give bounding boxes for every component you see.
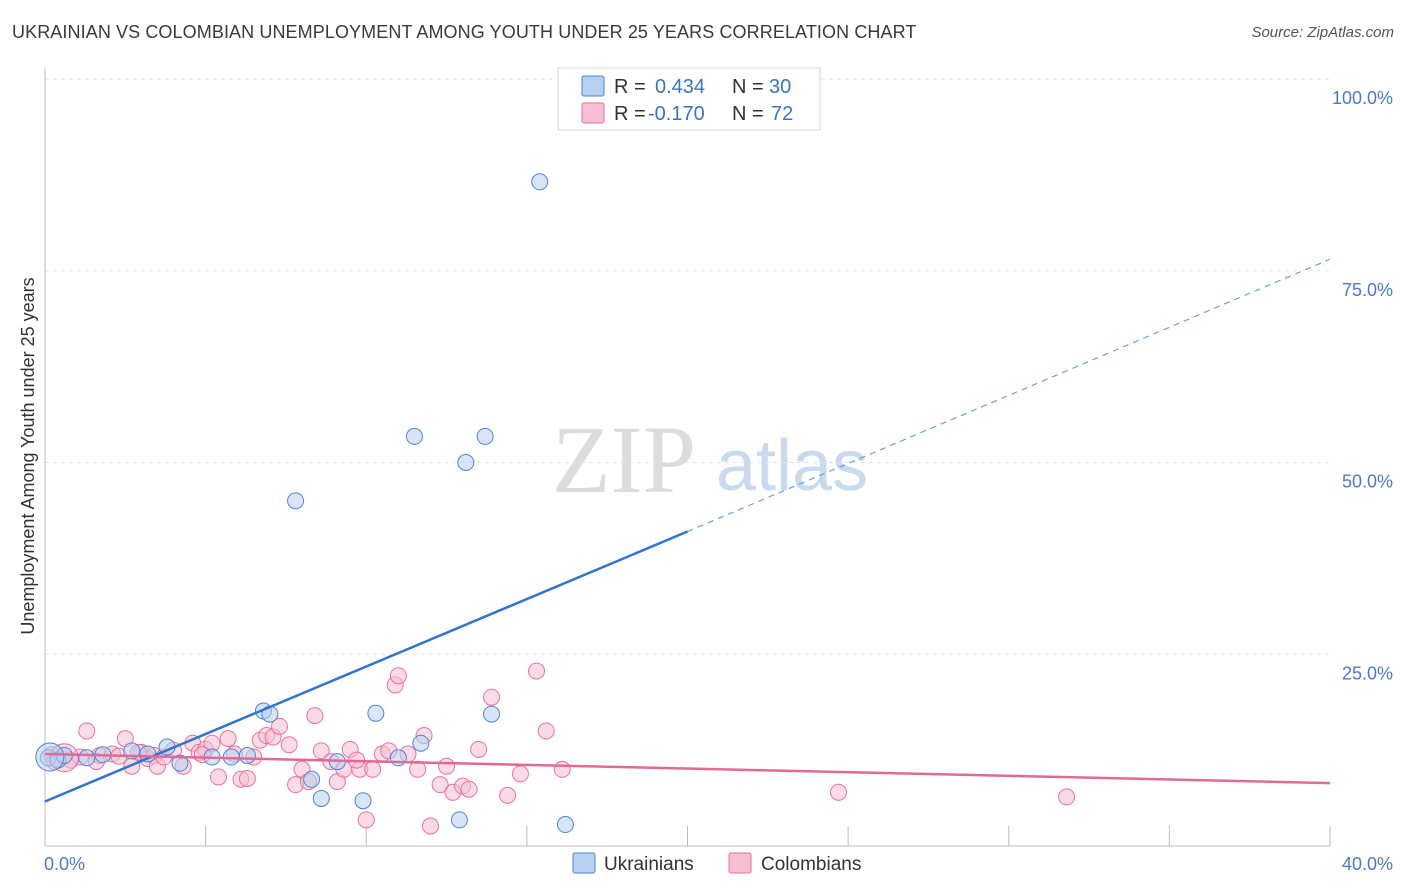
point-ukrainians-27 — [531, 173, 549, 191]
point-ukrainians-24 — [457, 454, 475, 471]
point-ukrainians-21 — [405, 427, 423, 445]
gridlines — [45, 78, 1330, 655]
bottom-legend-label-colombians: Colombians — [761, 854, 861, 875]
point-colombians-62 — [528, 662, 546, 680]
point-ukrainians-15 — [303, 770, 321, 788]
legend-r-value-ukrainians: 0.434 — [655, 76, 705, 98]
legend-n-value-ukrainians: 30 — [769, 76, 791, 98]
trend-line-colombians — [44, 752, 1331, 785]
legend-swatch-colombians — [581, 102, 605, 124]
bottom-legend: Ukrainians Colombians — [572, 852, 861, 875]
legend-n-label-ukrainians: N = — [732, 76, 764, 98]
point-colombians-64 — [553, 760, 571, 778]
point-colombians-60 — [499, 786, 517, 804]
point-colombians-59 — [483, 688, 501, 706]
point-colombians-5 — [78, 722, 96, 740]
y-tick-label-1: 50.0% — [1342, 472, 1393, 492]
point-colombians-43 — [357, 811, 375, 829]
y-tick-label-2: 75.0% — [1342, 280, 1393, 300]
series-colombians — [42, 662, 1076, 835]
y-axis-title: Unemployment Among Youth under 25 years — [18, 277, 38, 634]
point-ukrainians-26 — [483, 705, 501, 723]
bottom-legend-label-ukrainians: Ukrainians — [604, 854, 694, 875]
point-ukrainians-11 — [238, 746, 256, 764]
legend-r-label-colombians: R = — [614, 103, 646, 125]
point-ukrainians-18 — [354, 792, 372, 810]
point-colombians-63 — [537, 722, 555, 740]
point-colombians-58 — [470, 740, 488, 758]
point-ukrainians-23 — [450, 811, 468, 829]
series-ukrainians — [35, 173, 574, 834]
legend-r-label-ukrainians: R = — [614, 76, 646, 98]
chart-source: Source: ZipAtlas.com — [1251, 24, 1394, 41]
point-ukrainians-25 — [476, 427, 494, 445]
point-colombians-61 — [511, 765, 529, 783]
point-colombians-48 — [389, 667, 407, 685]
bottom-legend-swatch-ukrainians — [572, 852, 596, 874]
point-colombians-66 — [1058, 788, 1076, 806]
point-ukrainians-19 — [367, 704, 385, 722]
point-ukrainians-14 — [287, 492, 305, 510]
watermark-zip: ZIP — [552, 406, 696, 513]
chart-title: UKRAINIAN VS COLOMBIAN UNEMPLOYMENT AMON… — [12, 22, 917, 42]
point-colombians-22 — [209, 768, 227, 786]
bottom-legend-swatch-colombians — [728, 852, 752, 874]
y-tick-label-0: 25.0% — [1342, 663, 1393, 683]
legend-r-value-colombians: -0.170 — [648, 103, 705, 125]
point-colombians-44 — [364, 760, 382, 778]
point-ukrainians-3 — [78, 749, 96, 767]
legend-n-label-colombians: N = — [732, 103, 764, 125]
point-colombians-65 — [829, 783, 847, 801]
trend-line-ukrainians-extension — [687, 258, 1331, 533]
legend-box: R = 0.434 N = 30 R = -0.170 N = 72 — [557, 67, 821, 131]
legend-swatch-ukrainians — [581, 75, 605, 97]
point-ukrainians-16 — [312, 789, 330, 807]
point-colombians-36 — [306, 707, 324, 725]
point-colombians-23 — [219, 730, 237, 748]
x-tick-label-min: 0.0% — [44, 854, 85, 874]
point-colombians-32 — [280, 736, 298, 754]
point-colombians-31 — [271, 717, 289, 735]
x-tick-label-max: 40.0% — [1342, 854, 1393, 874]
point-colombians-54 — [438, 757, 456, 775]
point-colombians-37 — [312, 742, 330, 760]
point-colombians-53 — [431, 776, 449, 794]
point-colombians-26 — [238, 770, 256, 788]
point-ukrainians-8 — [171, 754, 189, 772]
point-ukrainians-22 — [412, 734, 430, 752]
legend-n-value-colombians: 72 — [771, 103, 793, 125]
trend-lines — [44, 258, 1331, 803]
watermark-atlas: atlas — [716, 426, 868, 506]
point-colombians-52 — [422, 817, 439, 835]
y-tick-label-3: 100.0% — [1332, 88, 1393, 108]
point-ukrainians-28 — [556, 816, 574, 834]
x-axis-ticks — [44, 826, 1331, 846]
y-axis-tick-labels: 25.0% 50.0% 75.0% 100.0% — [1332, 88, 1393, 683]
point-ukrainians-20 — [389, 749, 407, 767]
point-ukrainians-29 — [35, 742, 65, 772]
point-colombians-57 — [460, 780, 478, 798]
